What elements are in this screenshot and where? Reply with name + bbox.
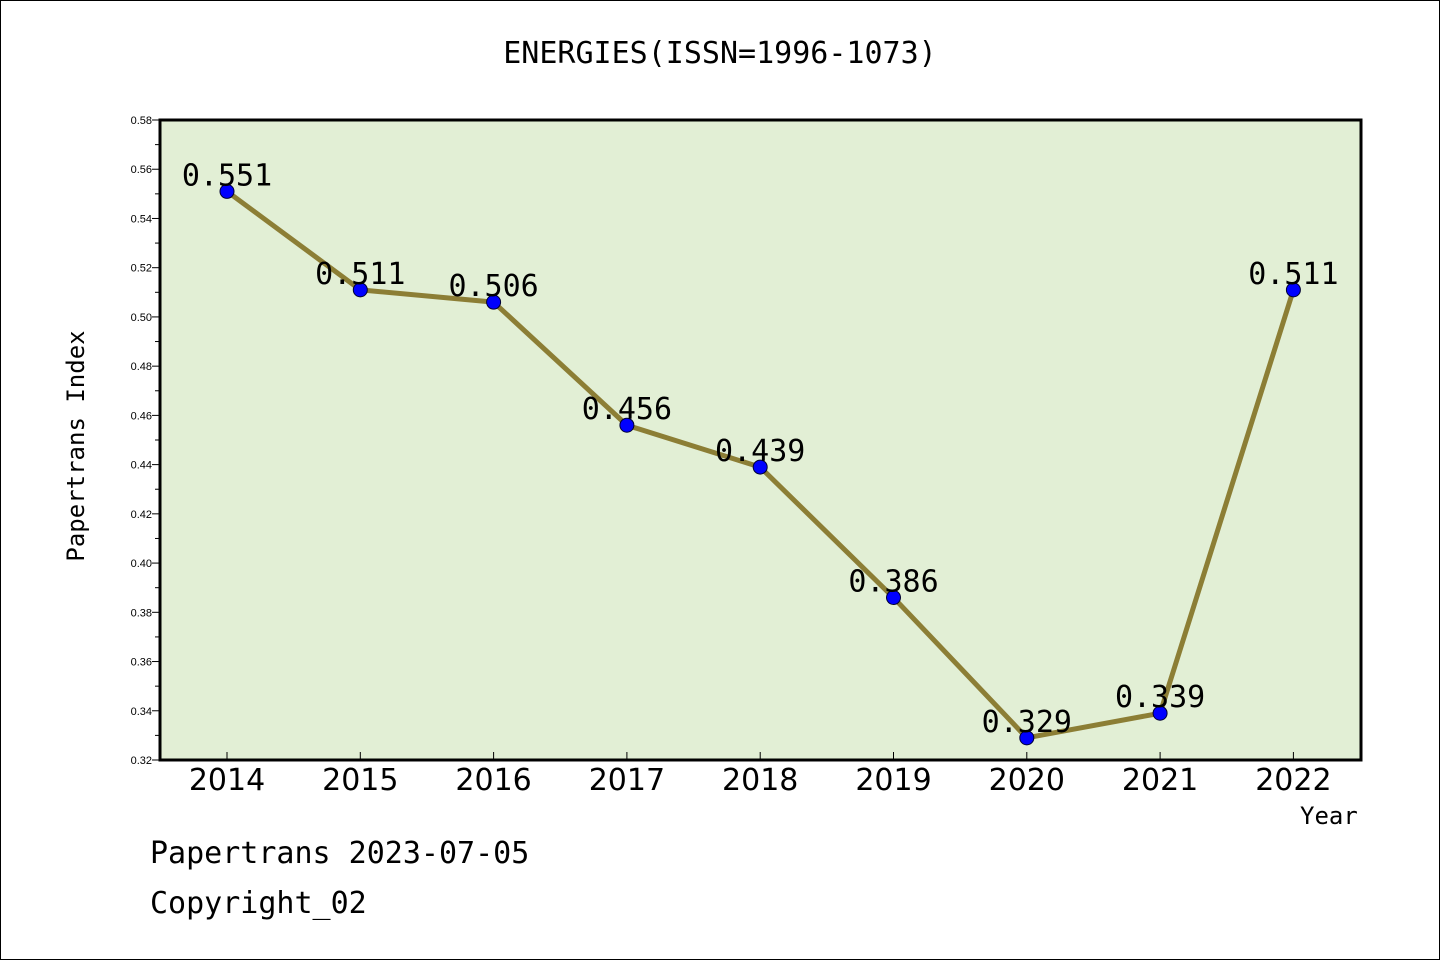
y-tick-label: 0.40 [131,558,152,570]
data-point [352,282,368,298]
data-point [1152,705,1168,721]
data-label: 0.456 [582,392,672,427]
x-axis-ticks: 2014 2015 2016 2017 2018 2019 2020 2021 2022 [189,752,1332,798]
chart-title: ENERGIES(ISSN=1996-1073) [503,36,937,71]
y-tick-label: 0.54 [131,213,152,225]
data-label: 0.329 [982,705,1072,740]
y-tick-label: 0.38 [131,607,152,619]
footer-date: Papertrans 2023-07-05 [150,836,530,871]
data-point [219,183,235,199]
y-axis-ticks: 0.32 0.34 0.36 0.38 0.40 0.42 0.44 0.46 0.48 0.50… [131,115,160,767]
y-tick-label: 0.44 [131,460,152,472]
y-tick-label: 0.58 [131,115,152,127]
data-label: 0.386 [848,565,938,600]
data-point [619,417,635,433]
y-tick-label: 0.34 [131,706,152,718]
y-tick-label: 0.48 [131,361,152,373]
y-tick-label: 0.32 [131,755,152,767]
y-tick-label: 0.46 [131,410,152,422]
x-tick-label: 2014 [189,763,265,798]
data-point [486,294,502,310]
footer-copyright: Copyright_02 [150,886,367,921]
x-tick-label: 2022 [1255,763,1331,798]
data-label: 0.506 [448,269,538,304]
x-tick-label: 2021 [1122,763,1198,798]
x-axis-label: Year [1300,802,1358,830]
data-label: 0.551 [182,158,272,193]
x-tick-label: 2019 [855,763,931,798]
data-point [886,590,901,606]
data-point [752,459,768,475]
y-tick-label: 0.52 [131,263,152,275]
y-tick-label: 0.36 [131,657,152,669]
data-labels: 0.551 0.511 0.506 0.456 0.439 0.386 0.329 0.339… [182,158,1339,739]
data-label: 0.511 [1248,257,1338,292]
data-points [219,183,1301,746]
x-tick-label: 2018 [722,763,798,798]
x-tick-label: 2020 [989,763,1065,798]
x-tick-label: 2017 [589,763,665,798]
plot-border [158,118,1363,762]
y-tick-label: 0.42 [131,509,152,521]
x-tick-label: 2016 [455,763,531,798]
x-tick-label: 2015 [322,763,398,798]
y-tick-label: 0.56 [131,164,152,176]
data-point [1285,282,1301,298]
data-label: 0.511 [315,257,405,292]
data-label: 0.439 [715,434,805,469]
data-label: 0.339 [1115,680,1205,715]
data-point [1019,730,1035,746]
plot-area [160,120,1361,760]
y-tick-label: 0.50 [131,312,152,324]
